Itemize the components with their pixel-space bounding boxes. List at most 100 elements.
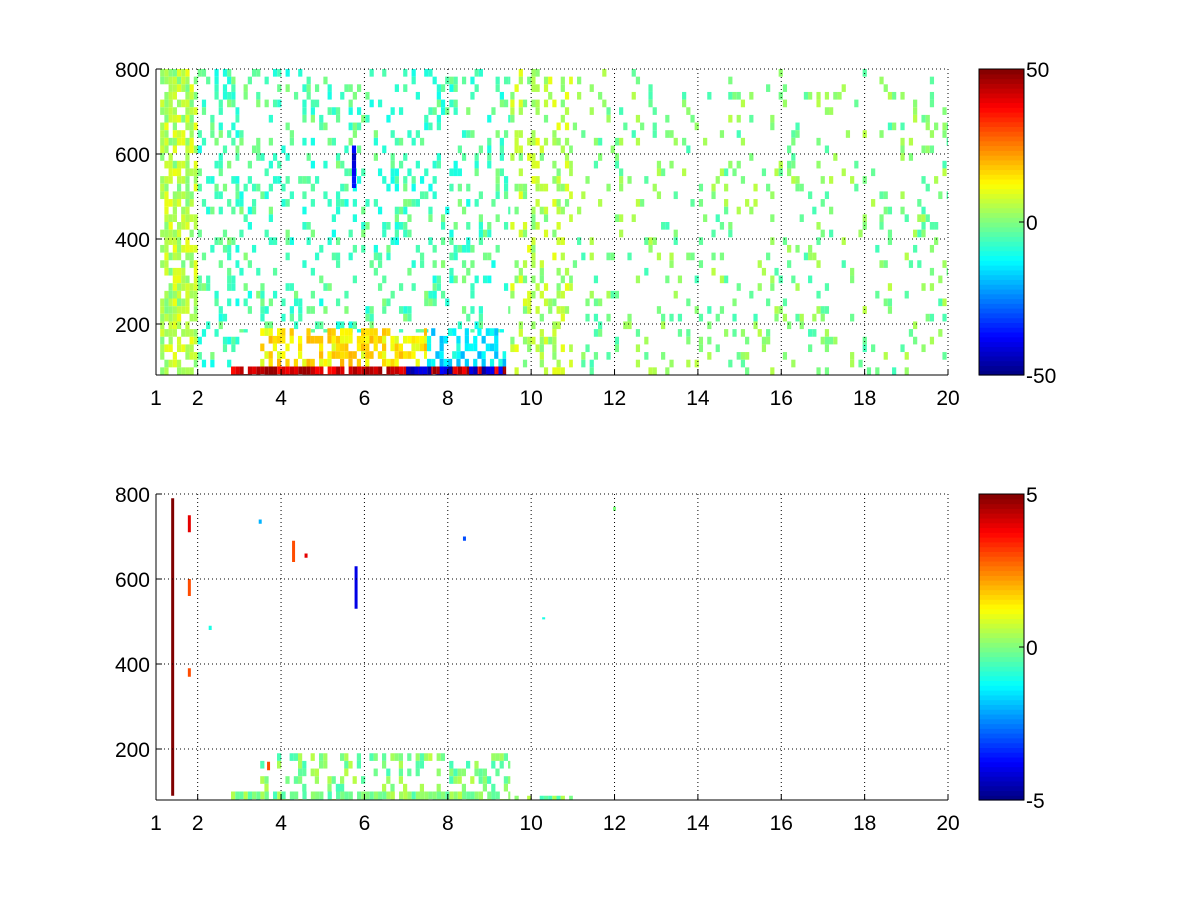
- heatmap-cell-0: [160, 145, 165, 154]
- heatmap-cell-1: [419, 760, 425, 769]
- heatmap-cell-2: [335, 321, 341, 330]
- heatmap-cell-1: [206, 275, 211, 284]
- heatmap-cell-2: [264, 191, 269, 200]
- x-tick-label: 16: [770, 812, 793, 835]
- heatmap-cell-1: [386, 776, 391, 784]
- colorbar-step: [979, 599, 1024, 605]
- heatmap-cell-4: [900, 191, 905, 200]
- heatmap-cell-3: [522, 359, 528, 368]
- colorbar-step: [979, 613, 1024, 619]
- heatmap-cell-1: [222, 313, 228, 322]
- heatmap-cell-2: [432, 260, 437, 268]
- heatmap-cell-4: [824, 283, 830, 291]
- heatmap-cell-2: [281, 313, 286, 322]
- heatmap-cell-8: [426, 343, 432, 352]
- heatmap-cell-0: [164, 237, 169, 245]
- heatmap-cell-2: [398, 329, 404, 333]
- heatmap-cell-0: [164, 114, 169, 123]
- heatmap-cell-2: [310, 114, 315, 123]
- heatmap-cell-4: [879, 191, 884, 200]
- heatmap-cell-0: [176, 183, 182, 192]
- heatmap-cell-0: [189, 244, 194, 253]
- heatmap-cell-2: [340, 321, 345, 330]
- heatmap-cell-2: [461, 260, 467, 268]
- heatmap-cell-5: [264, 366, 269, 375]
- heatmap-cell-2: [268, 298, 273, 307]
- heatmap-cell-2: [474, 321, 479, 330]
- heatmap-cell-2: [327, 84, 332, 92]
- heatmap-cell-4: [778, 91, 783, 100]
- heatmap-cell-7: [356, 358, 362, 367]
- heatmap-cell-0: [172, 290, 177, 299]
- heatmap-cell-1: [235, 260, 240, 268]
- heatmap-cell-0: [168, 329, 173, 337]
- heatmap-cell-0: [181, 176, 186, 184]
- heatmap-cell-2: [487, 229, 492, 238]
- colorbar-step: [979, 766, 1024, 772]
- heatmap-cell-0: [164, 313, 169, 322]
- heatmap-cell-3: [535, 306, 540, 314]
- heatmap-cell-0: [185, 153, 190, 161]
- heatmap-cell-1: [210, 244, 215, 253]
- heatmap-cell-3: [552, 336, 557, 345]
- heatmap-cell-7: [344, 351, 349, 359]
- heatmap-cell-3: [556, 183, 561, 192]
- heatmap-cell-0: [164, 99, 169, 108]
- heatmap-cell-2: [432, 244, 437, 253]
- heatmap-cell-3: [514, 130, 519, 138]
- heatmap-cell-4: [749, 206, 754, 215]
- heatmap-cell-2: [247, 160, 252, 169]
- heatmap-cell-0: [457, 791, 463, 800]
- heatmap-cell-1: [214, 137, 219, 146]
- heatmap-cell-1: [344, 760, 349, 769]
- heatmap-cell-1: [348, 760, 353, 769]
- colorbar-step: [979, 704, 1024, 710]
- heatmap-cell-0: [189, 191, 194, 200]
- heatmap-cell-0: [168, 176, 173, 184]
- heatmap-cell-2: [310, 99, 315, 108]
- heatmap-cell-4: [724, 168, 729, 177]
- heatmap-cell-4: [770, 122, 775, 131]
- heatmap-cell-2: [478, 69, 483, 77]
- heatmap-cell-4: [652, 237, 657, 245]
- heatmap-cell-1: [235, 153, 240, 161]
- heatmap-cell-2: [411, 176, 416, 184]
- heatmap-cell-8: [426, 358, 432, 367]
- heatmap-cell-2: [382, 176, 387, 184]
- colorbar-step: [979, 260, 1024, 266]
- heatmap-cell-4: [572, 260, 578, 268]
- heatmap-cell-7: [268, 351, 273, 359]
- heatmap-cell-1: [390, 753, 395, 761]
- heatmap-cell-2: [482, 275, 488, 284]
- heatmap-cell-1: [277, 760, 282, 769]
- heatmap-cell-2: [436, 283, 441, 291]
- heatmap-cell-2: [470, 283, 475, 291]
- heatmap-cell-2: [449, 168, 454, 177]
- heatmap-cell-2: [445, 76, 450, 85]
- heatmap-cell-0: [193, 275, 198, 284]
- heatmap-cell-2: [369, 313, 374, 322]
- heatmap-cell-4: [736, 160, 741, 169]
- heatmap-cell-0: [160, 260, 165, 268]
- heatmap-cell-2: [256, 145, 261, 154]
- heatmap-cell-4: [682, 168, 687, 177]
- heatmap-cell-9: [351, 145, 357, 154]
- heatmap-cell-4: [619, 229, 624, 238]
- heatmap-cell-5: [436, 366, 442, 375]
- heatmap-cell-0: [189, 344, 194, 353]
- colorbar-step: [979, 150, 1024, 156]
- heatmap-cell-4: [866, 367, 872, 375]
- heatmap-cell-7: [340, 335, 345, 344]
- heatmap-cell-0: [189, 137, 194, 146]
- heatmap-cell-3: [552, 344, 557, 353]
- heatmap-cell-1: [415, 768, 420, 777]
- colorbar-step: [979, 690, 1024, 696]
- heatmap-cell-7: [340, 351, 345, 359]
- heatmap-cell-7: [310, 335, 315, 344]
- heatmap-cell-2: [256, 99, 261, 108]
- heatmap-cell-3: [531, 99, 536, 108]
- heatmap-cell-0: [277, 791, 282, 800]
- heatmap-cell-4: [816, 91, 821, 100]
- heatmap-cell-4: [795, 130, 800, 138]
